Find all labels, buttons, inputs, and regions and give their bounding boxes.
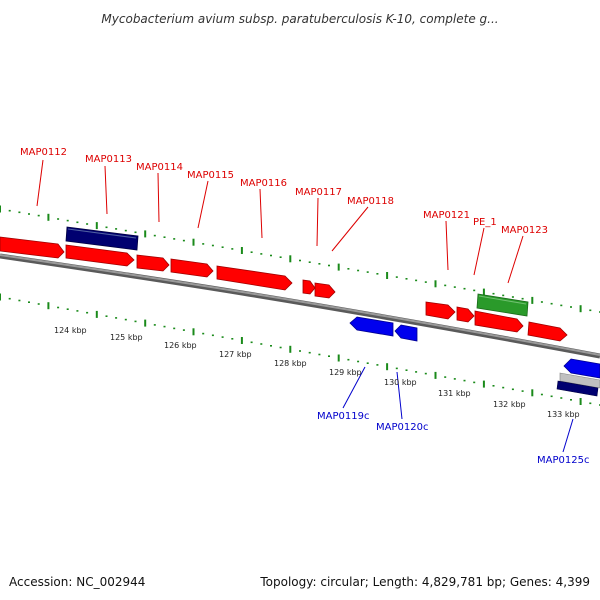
gene-block-map0125c-c[interactable]: [556, 380, 599, 397]
scale-label: 125 kbp: [110, 333, 143, 342]
gene-arrow-map0123[interactable]: [474, 310, 524, 333]
gene-label[interactable]: MAP0121: [423, 210, 470, 221]
gene-arrow-map0120c[interactable]: [394, 324, 418, 342]
reverse-genes: [349, 316, 600, 397]
gene-label[interactable]: MAP0117: [295, 187, 342, 198]
reverse-gene-labels: MAP0119c MAP0120c MAP0125c: [317, 411, 589, 466]
gene-label[interactable]: MAP0115: [187, 170, 234, 181]
gene-label[interactable]: MAP0112: [20, 147, 67, 158]
scale-label: 133 kbp: [547, 410, 580, 419]
gene-arrow-map0119c[interactable]: [349, 316, 394, 337]
scale-label: 130 kbp: [384, 378, 417, 387]
gene-label[interactable]: MAP0120c: [376, 422, 428, 433]
gene-arrow-map0117[interactable]: [302, 279, 316, 295]
scale-label: 128 kbp: [274, 359, 307, 368]
gene-arrow-map0125c-a[interactable]: [563, 358, 600, 379]
gene-arrow-map0118[interactable]: [314, 282, 336, 299]
scale-label: 126 kbp: [164, 341, 197, 350]
gene-arrow-map0115[interactable]: [170, 258, 214, 278]
upper-tick-track: [0, 205, 600, 313]
gene-block-dark[interactable]: [65, 226, 139, 251]
scale-label: 132 kbp: [493, 400, 526, 409]
scale-label: 127 kbp: [219, 350, 252, 359]
scale-label: 129 kbp: [329, 368, 362, 377]
lower-scale-track: [0, 293, 600, 406]
gene-arrow-map0124[interactable]: [527, 321, 568, 342]
genome-backbone: [0, 253, 600, 359]
callout-lines: [36, 159, 574, 453]
scale-label: 131 kbp: [438, 389, 471, 398]
gene-label[interactable]: MAP0119c: [317, 411, 369, 422]
accession-text: Accession: NC_002944: [9, 575, 145, 589]
map-title: Mycobacterium avium subsp. paratuberculo…: [101, 12, 498, 26]
genome-summary-text: Topology: circular; Length: 4,829,781 bp…: [259, 575, 590, 589]
scale-labels: 124 kbp 125 kbp 126 kbp 127 kbp 128 kbp …: [54, 326, 580, 419]
gene-label[interactable]: MAP0118: [347, 196, 394, 207]
gene-block-green[interactable]: [476, 293, 529, 317]
gene-label[interactable]: MAP0114: [136, 162, 183, 173]
gene-label[interactable]: MAP0116: [240, 178, 287, 189]
gene-arrow-map0112[interactable]: [0, 236, 65, 259]
gene-arrow-map0116[interactable]: [216, 265, 293, 291]
gene-block-map0125c-b[interactable]: [559, 372, 600, 389]
scale-label: 124 kbp: [54, 326, 87, 335]
gene-arrow-pe1[interactable]: [456, 306, 475, 323]
gene-arrow-map0114[interactable]: [136, 254, 170, 272]
gene-arrow-map0121[interactable]: [425, 301, 456, 320]
gene-label[interactable]: MAP0125c: [537, 455, 589, 466]
forward-gene-labels: MAP0112 MAP0113 MAP0114 MAP0115 MAP0116 …: [20, 147, 548, 236]
forward-genes: [0, 226, 568, 342]
gene-label[interactable]: MAP0113: [85, 154, 132, 165]
gene-arrow-map0113[interactable]: [65, 244, 135, 267]
gene-label[interactable]: PE_1: [473, 217, 497, 228]
gene-label[interactable]: MAP0123: [501, 225, 548, 236]
